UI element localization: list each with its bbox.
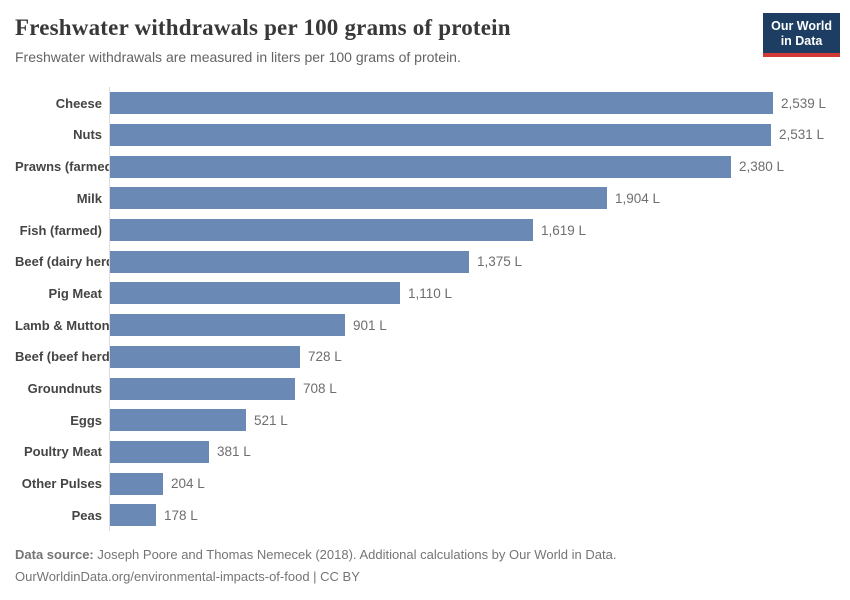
- category-label: Beef (beef herd): [15, 349, 114, 365]
- bar[interactable]: [110, 504, 156, 527]
- category-label: Fish (farmed): [19, 222, 102, 238]
- chart-row: Cheese 2,539 L: [15, 87, 850, 120]
- plot-area: 204 L: [109, 467, 850, 500]
- value-label: 728 L: [308, 349, 342, 365]
- bar[interactable]: [110, 314, 345, 337]
- plot-area: 728 L: [109, 341, 850, 373]
- category-label: Eggs: [70, 412, 102, 428]
- chart-row: Poultry Meat 381 L: [15, 436, 850, 468]
- chart-footer: Data source: Joseph Poore and Thomas Nem…: [15, 544, 835, 587]
- chart-subtitle: Freshwater withdrawals are measured in l…: [15, 48, 461, 65]
- category-label: Beef (dairy herd): [15, 254, 119, 270]
- plot-area: 2,539 L: [109, 87, 850, 120]
- category-label: Cheese: [55, 95, 102, 111]
- owid-logo-line1: Our World: [771, 19, 832, 33]
- chart-row: Peas 178 L: [15, 499, 850, 532]
- category-label: Pig Meat: [48, 285, 102, 301]
- value-label: 901 L: [353, 317, 387, 333]
- chart-row: Nuts 2,531 L: [15, 119, 850, 151]
- value-label: 708 L: [303, 381, 337, 397]
- value-label: 2,539 L: [781, 95, 827, 111]
- owid-logo-line2: in Data: [780, 33, 823, 48]
- bar[interactable]: [110, 92, 773, 115]
- chart-row: Beef (beef herd) 728 L: [15, 341, 850, 373]
- value-label: 521 L: [254, 412, 288, 428]
- value-label: 1,619 L: [541, 222, 587, 238]
- bar[interactable]: [110, 377, 295, 400]
- footer-datasource-text: Joseph Poore and Thomas Nemecek (2018). …: [93, 547, 617, 563]
- chart-row: Beef (dairy herd) 1,375 L: [15, 245, 850, 278]
- category-label: Lamb & Mutton: [15, 317, 110, 333]
- plot-area: 1,904 L: [109, 182, 850, 215]
- category-label: Other Pulses: [21, 476, 102, 492]
- plot-area: 521 L: [109, 404, 850, 437]
- plot-area: 708 L: [109, 372, 850, 405]
- category-label: Prawns (farmed): [15, 159, 117, 175]
- bar[interactable]: [110, 282, 400, 305]
- bar[interactable]: [110, 440, 209, 463]
- bar[interactable]: [110, 409, 246, 432]
- plot-area: 178 L: [109, 499, 850, 532]
- footer-datasource-line: Data source: Joseph Poore and Thomas Nem…: [15, 544, 835, 565]
- bar[interactable]: [110, 155, 731, 178]
- chart-row: Fish (farmed) 1,619 L: [15, 214, 850, 246]
- value-label: 1,904 L: [615, 190, 661, 206]
- chart-row: Lamb & Mutton 901 L: [15, 309, 850, 342]
- chart-row: Milk 1,904 L: [15, 182, 850, 215]
- chart-row: Eggs 521 L: [15, 404, 850, 437]
- plot-area: 1,375 L: [109, 245, 850, 278]
- chart-title: Freshwater withdrawals per 100 grams of …: [15, 15, 511, 40]
- value-label: 2,380 L: [739, 159, 785, 175]
- bar[interactable]: [110, 219, 533, 242]
- value-label: 1,110 L: [408, 285, 453, 301]
- bar[interactable]: [110, 250, 469, 273]
- value-label: 204 L: [171, 476, 205, 492]
- value-label: 178 L: [164, 507, 198, 523]
- bar[interactable]: [110, 187, 607, 210]
- value-label: 381 L: [217, 444, 251, 460]
- value-label: 2,531 L: [779, 127, 825, 143]
- category-label: Nuts: [73, 127, 102, 143]
- plot-area: 381 L: [109, 436, 850, 468]
- bar-chart: Cheese 2,539 L Nuts 2,531 L Prawns (farm…: [15, 87, 850, 532]
- chart-row: Prawns (farmed) 2,380 L: [15, 150, 850, 183]
- footer-license-line: OurWorldinData.org/environmental-impacts…: [15, 568, 360, 584]
- category-label: Poultry Meat: [23, 444, 102, 460]
- owid-logo[interactable]: Our World in Data: [763, 13, 840, 57]
- plot-area: 1,619 L: [109, 214, 850, 246]
- bar[interactable]: [110, 123, 771, 146]
- category-label: Milk: [76, 190, 102, 206]
- chart-row: Pig Meat 1,110 L: [15, 277, 850, 310]
- chart-row: Groundnuts 708 L: [15, 372, 850, 405]
- category-label: Peas: [71, 507, 102, 523]
- category-label: Groundnuts: [27, 381, 102, 397]
- bar[interactable]: [110, 345, 300, 368]
- chart-header: Freshwater withdrawals per 100 grams of …: [0, 0, 850, 65]
- footer-datasource-label: Data source:: [15, 547, 94, 563]
- bar[interactable]: [110, 472, 163, 495]
- plot-area: 901 L: [109, 309, 850, 342]
- plot-area: 1,110 L: [109, 277, 850, 310]
- chart-row: Other Pulses 204 L: [15, 467, 850, 500]
- plot-area: 2,380 L: [109, 150, 850, 183]
- plot-area: 2,531 L: [109, 119, 850, 151]
- value-label: 1,375 L: [477, 254, 523, 270]
